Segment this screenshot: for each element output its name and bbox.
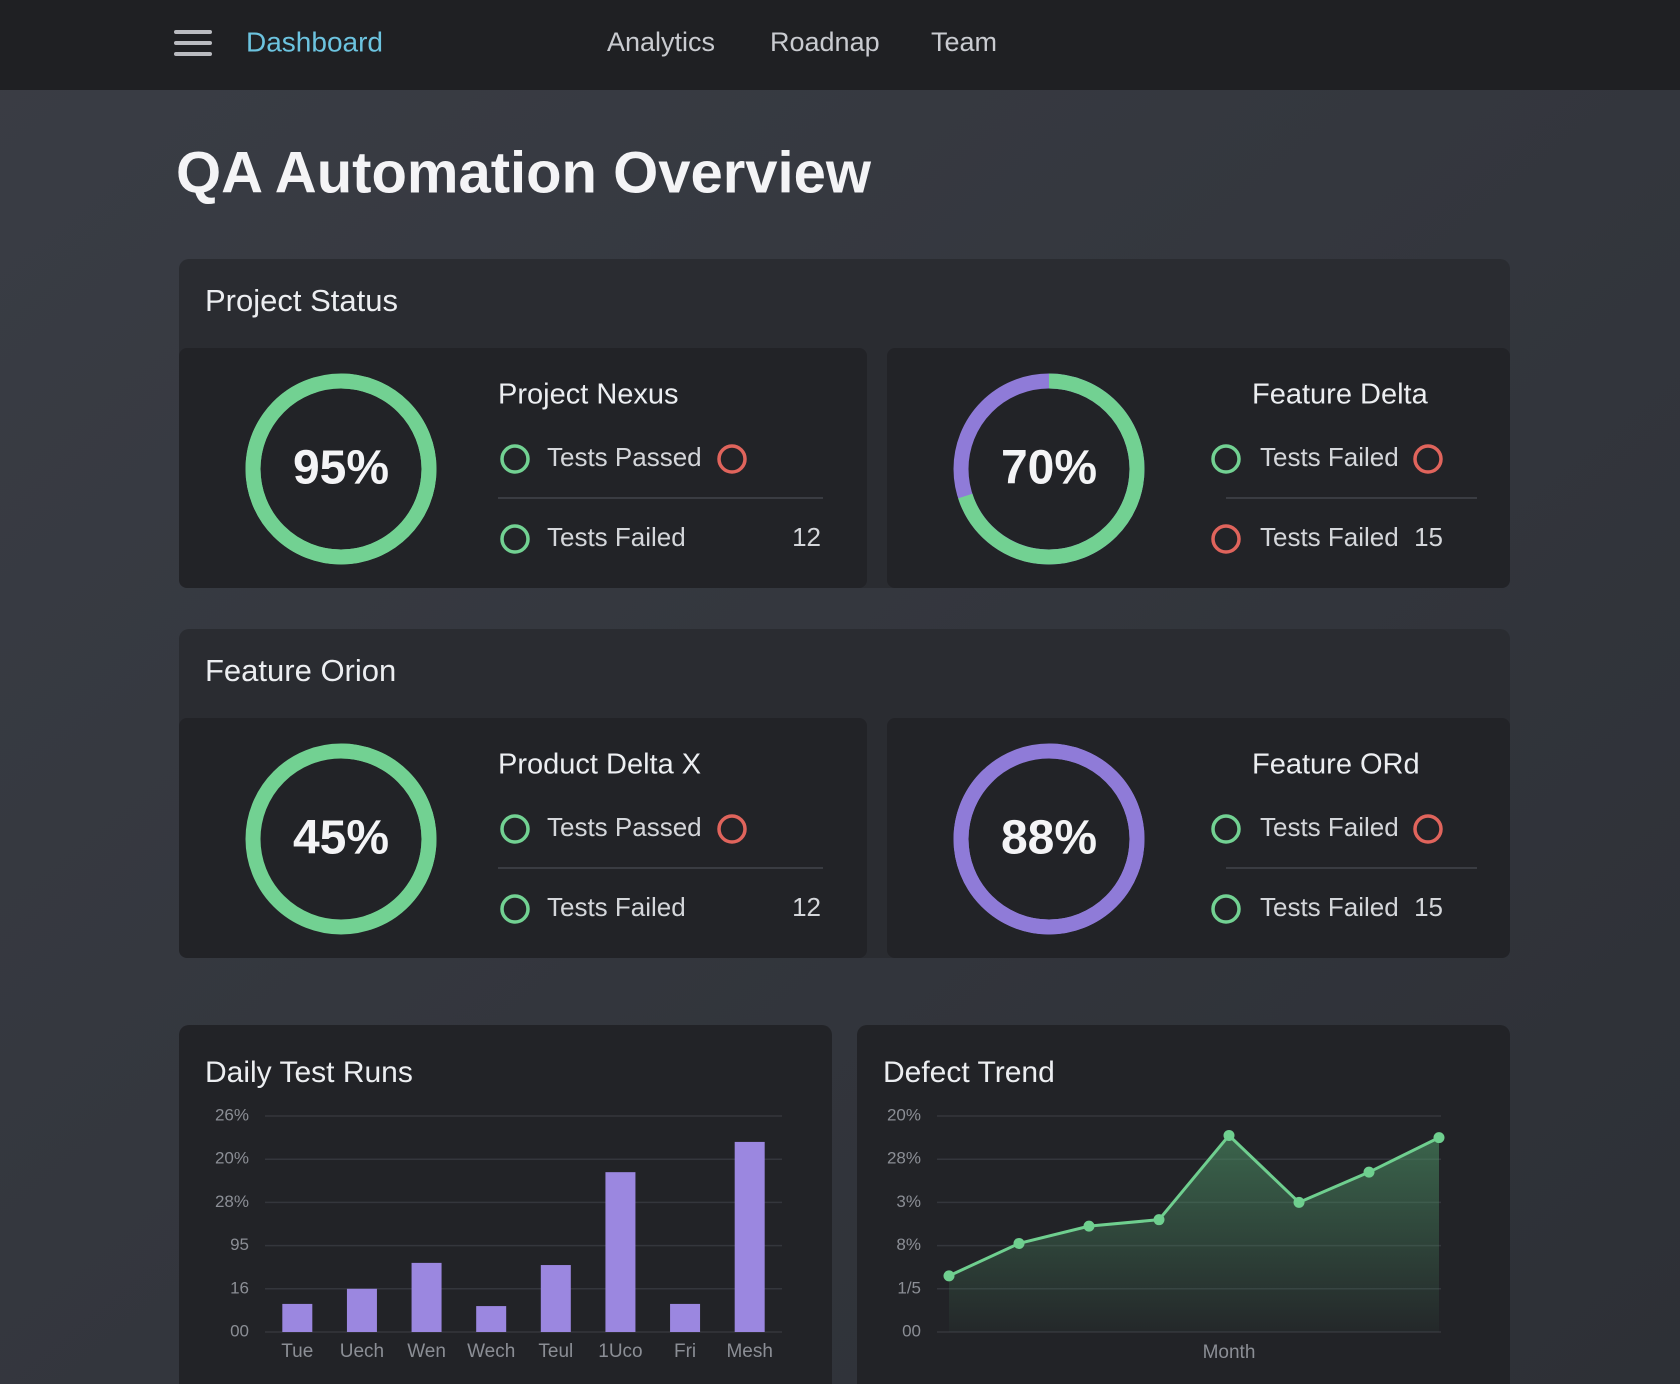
status-icon (1211, 894, 1241, 924)
status-icon (500, 894, 530, 924)
x-axis-label: Month (1203, 1342, 1256, 1363)
row-label: Tests Passed (547, 812, 702, 842)
donut-arc (245, 373, 437, 565)
row-label: Tests Failed (547, 522, 686, 552)
x-tick-label: 1Uco (598, 1341, 642, 1362)
y-tick-label: 8% (896, 1235, 921, 1254)
status-icon (1211, 444, 1241, 474)
row-label: Tests Failed (1260, 892, 1399, 922)
status-indicator (717, 814, 747, 844)
row-label: Tests Passed (547, 442, 702, 472)
bar (411, 1262, 442, 1332)
status-icon (500, 524, 530, 554)
row-count: 15 (1414, 892, 1443, 922)
line (948, 1133, 1440, 1278)
nav-link[interactable]: Roadnap (770, 27, 880, 57)
point (1363, 1166, 1375, 1178)
status-indicator (717, 444, 747, 474)
row-label: Tests Failed (1260, 522, 1399, 552)
chart-title: Defect Trend (883, 1056, 1055, 1089)
y-tick-label: 26% (215, 1105, 249, 1124)
row-count: 15 (1414, 522, 1443, 552)
page-title: QA Automation Overview (176, 140, 872, 205)
menu-icon[interactable] (174, 30, 212, 56)
y-tick-label: 16 (230, 1278, 249, 1297)
y-tick-label: 00 (230, 1321, 249, 1340)
row-count: 12 (792, 522, 821, 552)
y-tick-label: 20% (215, 1149, 249, 1168)
y-tick-label: 28% (887, 1149, 921, 1168)
row-label: Tests Failed (1260, 812, 1399, 842)
x-tick-label: Wech (467, 1341, 515, 1362)
bar (346, 1288, 377, 1332)
status-indicator (1413, 444, 1443, 474)
chart-panel (179, 1025, 832, 1384)
area-fill (949, 1135, 1439, 1332)
nav-link[interactable]: Team (931, 27, 997, 57)
point (1153, 1214, 1165, 1226)
x-tick-label: Mesh (726, 1341, 772, 1362)
donut-label: 88% (1001, 812, 1097, 865)
x-tick-label: Fri (674, 1341, 696, 1362)
donut-label: 45% (293, 812, 389, 865)
point (1293, 1196, 1305, 1208)
card-title: Product Delta X (498, 749, 701, 781)
row-count: 12 (792, 892, 821, 922)
card-title: Feature Delta (1252, 379, 1429, 411)
y-tick-label: 95 (230, 1235, 249, 1254)
y-tick-label: 1/5 (897, 1278, 921, 1297)
chart-title: Daily Test Runs (205, 1056, 413, 1089)
status-card (887, 348, 1510, 588)
bar (605, 1172, 636, 1332)
row-label: Tests Failed (547, 892, 686, 922)
bar (476, 1306, 507, 1332)
section-title: Project Status (205, 283, 398, 318)
bar (734, 1141, 765, 1332)
row-label: Tests Failed (1260, 442, 1399, 472)
nav-link[interactable]: Analytics (607, 27, 715, 57)
section-title: Feature Orion (205, 653, 396, 688)
bar (670, 1303, 701, 1332)
point (943, 1270, 955, 1282)
donut-label: 70% (1001, 442, 1097, 495)
status-card (887, 718, 1510, 958)
bar (540, 1265, 571, 1332)
nav-bar (0, 0, 1680, 90)
status-icon (500, 814, 530, 844)
card-title: Feature ORd (1252, 749, 1420, 781)
point (1433, 1132, 1445, 1144)
status-indicator (1413, 814, 1443, 844)
point (1013, 1237, 1025, 1249)
nav-brand[interactable]: Dashboard (246, 26, 383, 57)
y-tick-label: 3% (896, 1192, 921, 1211)
card-title: Project Nexus (498, 379, 679, 411)
donut-arc (245, 743, 437, 935)
donut-arc (953, 743, 1145, 935)
point (1223, 1129, 1235, 1141)
y-tick-label: 20% (887, 1105, 921, 1124)
point (1083, 1220, 1095, 1232)
x-tick-label: Wen (407, 1341, 446, 1362)
status-icon (1211, 524, 1241, 554)
y-tick-label: 00 (902, 1321, 921, 1340)
x-tick-label: Uech (340, 1341, 384, 1362)
x-tick-label: Tue (281, 1341, 313, 1362)
donut-arc (953, 373, 1145, 565)
status-icon (1211, 814, 1241, 844)
bar (282, 1303, 313, 1332)
donut-label: 95% (293, 442, 389, 495)
x-tick-label: Teul (538, 1341, 573, 1362)
y-tick-label: 28% (215, 1192, 249, 1211)
status-icon (500, 444, 530, 474)
